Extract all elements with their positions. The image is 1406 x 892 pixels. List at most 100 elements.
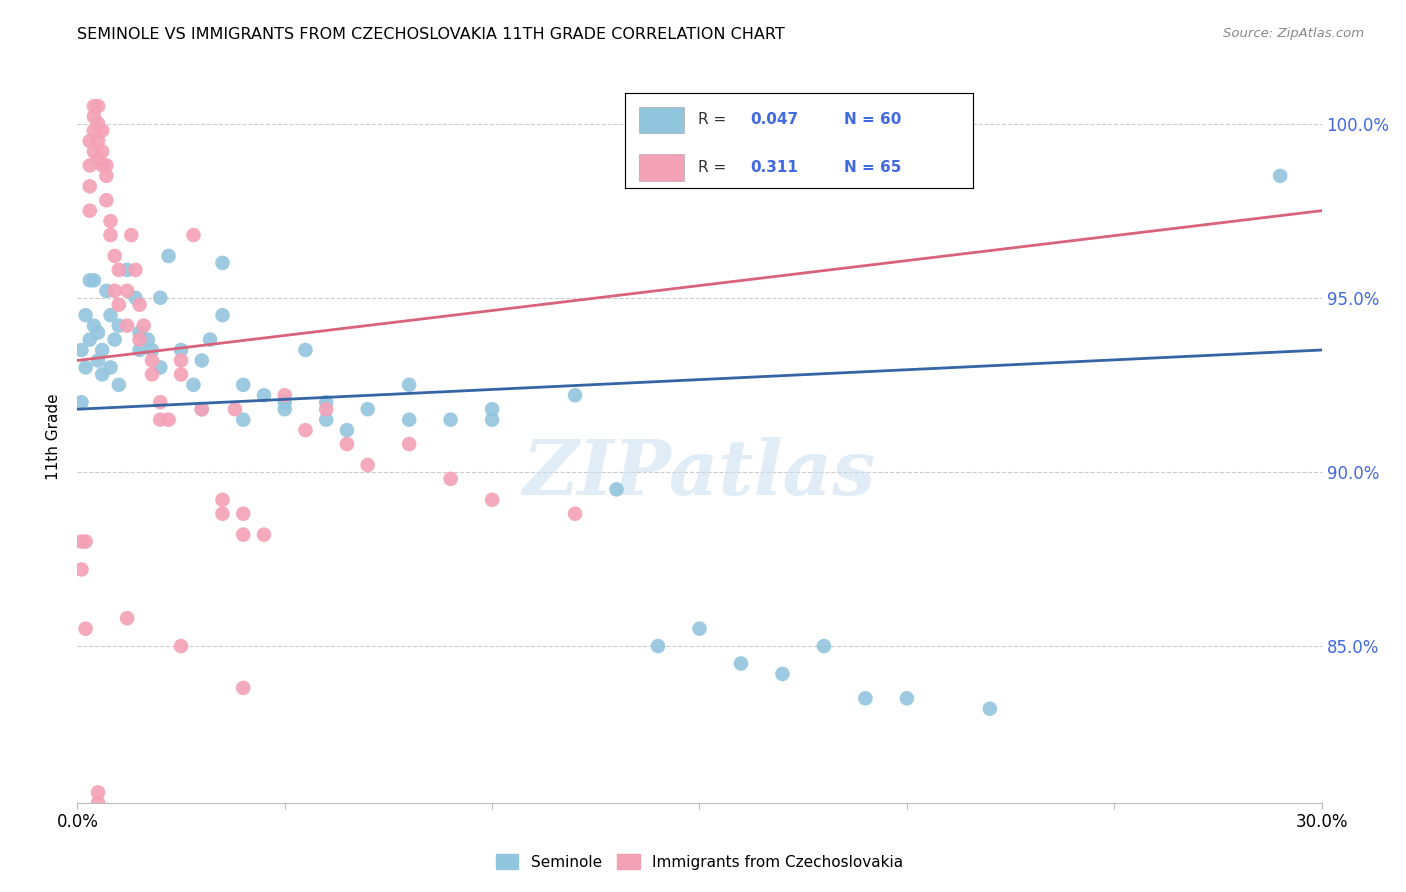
Point xyxy=(149,291,172,305)
Point xyxy=(232,681,254,695)
Point xyxy=(183,228,205,243)
Point xyxy=(91,145,114,159)
Point xyxy=(91,123,114,137)
Point xyxy=(128,343,150,357)
Point xyxy=(357,458,380,472)
Point xyxy=(141,343,163,357)
Point xyxy=(83,318,105,333)
Point xyxy=(87,117,110,131)
Point xyxy=(191,353,214,368)
Point xyxy=(128,333,150,347)
Point xyxy=(564,507,586,521)
Point xyxy=(170,353,193,368)
Point xyxy=(104,249,127,263)
Point xyxy=(481,402,503,417)
Point xyxy=(157,249,180,263)
Point xyxy=(100,806,122,821)
Point xyxy=(232,377,254,392)
Point xyxy=(104,284,127,298)
Point xyxy=(232,412,254,426)
Point xyxy=(336,423,359,437)
Point xyxy=(79,158,101,172)
Point xyxy=(79,333,101,347)
Point xyxy=(481,492,503,507)
Point xyxy=(440,472,463,486)
Point xyxy=(170,343,193,357)
Point xyxy=(315,395,337,409)
Point xyxy=(157,412,180,426)
Point xyxy=(83,145,105,159)
Point xyxy=(70,343,93,357)
Point xyxy=(979,702,1001,716)
Point xyxy=(855,691,877,706)
Point xyxy=(253,527,276,541)
Point xyxy=(87,796,110,810)
Point xyxy=(211,308,233,322)
Point xyxy=(198,333,221,347)
Point xyxy=(70,395,93,409)
Point xyxy=(75,622,97,636)
Point xyxy=(91,343,114,357)
Text: Source: ZipAtlas.com: Source: ZipAtlas.com xyxy=(1223,27,1364,40)
Point xyxy=(1270,169,1292,183)
Point xyxy=(772,667,794,681)
Point xyxy=(96,169,118,183)
Point xyxy=(83,99,105,113)
Point xyxy=(87,99,110,113)
Point xyxy=(357,402,380,417)
Point xyxy=(398,412,420,426)
Point xyxy=(224,402,246,417)
Point xyxy=(124,291,146,305)
Point xyxy=(83,123,105,137)
Point xyxy=(87,152,110,166)
Point xyxy=(689,622,711,636)
Point xyxy=(124,263,146,277)
Point xyxy=(149,412,172,426)
Point xyxy=(104,333,127,347)
Point xyxy=(100,308,122,322)
Point xyxy=(79,179,101,194)
Point xyxy=(91,368,114,382)
Point xyxy=(730,657,752,671)
Point xyxy=(170,368,193,382)
Point xyxy=(115,284,138,298)
Text: ZIPatlas: ZIPatlas xyxy=(523,437,876,510)
Point xyxy=(398,437,420,451)
Point xyxy=(100,228,122,243)
Point xyxy=(120,228,142,243)
Point xyxy=(96,193,118,207)
Point xyxy=(79,134,101,148)
Point xyxy=(274,388,297,402)
Point xyxy=(115,318,138,333)
Point xyxy=(96,284,118,298)
Point xyxy=(108,263,131,277)
Point xyxy=(211,492,233,507)
Point xyxy=(79,203,101,218)
Point xyxy=(108,298,131,312)
Point xyxy=(336,437,359,451)
Point xyxy=(115,611,138,625)
Point xyxy=(100,360,122,375)
Point xyxy=(75,534,97,549)
Point xyxy=(191,402,214,417)
Point xyxy=(100,214,122,228)
Y-axis label: 11th Grade: 11th Grade xyxy=(46,393,62,481)
Point xyxy=(136,333,159,347)
Point xyxy=(87,785,110,799)
Point xyxy=(87,353,110,368)
Point xyxy=(183,377,205,392)
Point xyxy=(211,256,233,270)
Point xyxy=(70,534,93,549)
Point xyxy=(647,639,669,653)
Point xyxy=(87,326,110,340)
Point xyxy=(294,343,316,357)
Point xyxy=(108,318,131,333)
Point xyxy=(83,110,105,124)
Point xyxy=(115,263,138,277)
Point xyxy=(294,423,316,437)
Point xyxy=(132,318,155,333)
Point xyxy=(128,298,150,312)
Point xyxy=(141,353,163,368)
Point xyxy=(79,273,101,287)
Point xyxy=(232,507,254,521)
